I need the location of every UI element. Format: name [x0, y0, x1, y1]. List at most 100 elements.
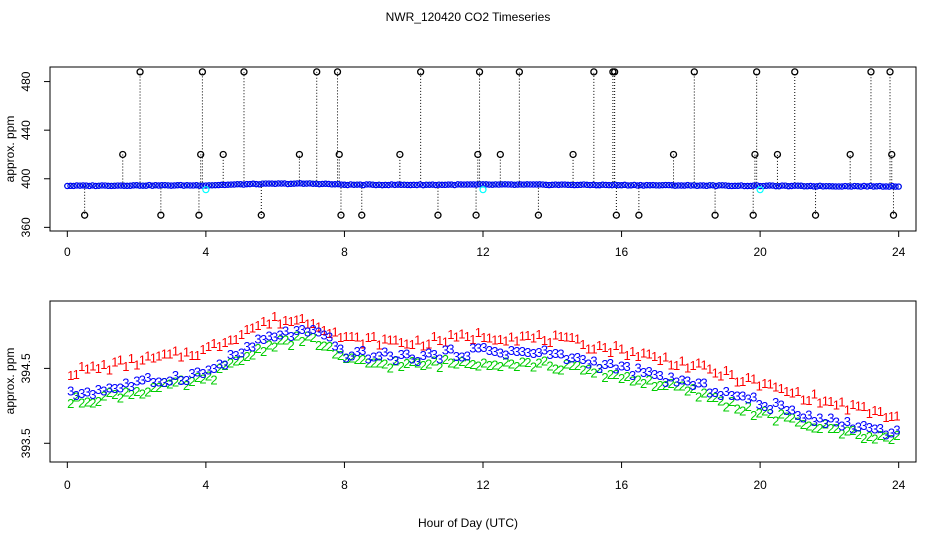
bottom-series-3-point: 3: [701, 376, 708, 391]
top-panel-frame: [49, 66, 917, 232]
top-x-tick-label: 8: [341, 245, 348, 259]
top-baseline-point: [778, 182, 786, 189]
top-baseline-point: [564, 181, 572, 189]
top-baseline-point: [73, 182, 80, 189]
bottom-series-1-point: 1: [381, 331, 388, 346]
bottom-series-1-point: 1: [871, 403, 878, 418]
bottom-series-3-point: 3: [541, 343, 548, 358]
top-baseline-point: [813, 183, 821, 190]
bottom-series-3-point: 3: [596, 361, 603, 376]
top-baseline-point: [804, 183, 811, 190]
bottom-series-2-point: 2: [871, 431, 878, 446]
bottom-series-2-point: 2: [827, 421, 834, 436]
bottom-series-1-point: 1: [579, 337, 586, 352]
bottom-x-tick-label: 0: [64, 478, 71, 492]
top-baseline-point: [92, 182, 99, 190]
bottom-series-1-point: 1: [221, 335, 228, 350]
bottom-series-2-point: 2: [276, 333, 283, 348]
top-spike-point: [474, 150, 482, 159]
top-baseline-point: [511, 181, 518, 188]
top-baseline-point: [643, 181, 650, 189]
top-baseline-point: [152, 181, 159, 189]
top-cyan-point: [479, 186, 487, 194]
bottom-series-2-point: 2: [387, 361, 394, 376]
top-baseline-point: [640, 182, 647, 189]
bottom-series-3-point: 3: [425, 346, 432, 361]
top-baseline-point: [372, 181, 380, 189]
top-baseline-point: [873, 183, 880, 190]
bottom-series-1-point: 1: [282, 313, 289, 328]
top-baseline-point: [442, 181, 449, 189]
top-baseline-point: [492, 181, 499, 188]
bottom-series-2-point: 2: [590, 365, 597, 380]
bottom-series-2-point: 2: [106, 385, 113, 400]
bottom-series-1-point: 1: [574, 332, 581, 347]
bottom-series-3-point: 3: [656, 368, 663, 383]
bottom-series-3-point: 3: [844, 414, 851, 429]
top-baseline-point: [316, 180, 323, 188]
top-baseline-point: [190, 182, 197, 189]
bottom-series-1-point: 1: [409, 337, 416, 352]
top-baseline-point: [410, 181, 417, 189]
bottom-series-3-point: 3: [293, 323, 300, 338]
top-x-tick-label: 16: [615, 245, 629, 259]
bottom-series-2-point: 2: [469, 357, 476, 372]
top-spike-point: [888, 150, 896, 159]
bottom-series-2-point: 2: [745, 399, 752, 414]
top-baseline-point: [501, 181, 509, 188]
top-baseline-point: [775, 183, 783, 190]
bottom-series-1-point: 1: [403, 337, 410, 352]
bottom-series-3-point: 3: [365, 351, 372, 366]
bottom-series-3-point: 3: [761, 399, 768, 414]
bottom-series-2-point: 2: [139, 386, 146, 401]
bottom-series-1-point: 1: [78, 359, 85, 374]
bottom-series-2-point: 2: [177, 372, 184, 387]
bottom-series-2-point: 2: [816, 421, 823, 436]
top-baseline-point: [895, 183, 902, 190]
top-baseline-point: [401, 181, 408, 188]
bottom-series-3-point: 3: [750, 389, 757, 404]
bottom-series-2-point: 2: [100, 388, 107, 403]
top-baseline-point: [183, 182, 191, 189]
bottom-series-3-point: 3: [634, 360, 641, 375]
bottom-series-1-point: 1: [684, 360, 691, 375]
top-spike-point: [811, 211, 820, 219]
bottom-series-2-point: 2: [739, 403, 746, 418]
bottom-series-2-point: 2: [310, 330, 317, 345]
top-baseline-point: [649, 181, 657, 189]
bottom-series-3-point: 3: [767, 402, 774, 417]
bottom-series-2-point: 2: [210, 372, 217, 387]
bottom-series-1-point: 1: [354, 330, 361, 345]
bottom-series-1-point: 1: [337, 330, 344, 345]
top-baseline-point: [801, 183, 808, 190]
bottom-series-3-point: 3: [78, 386, 85, 401]
bottom-series-3-point: 3: [144, 370, 151, 385]
bottom-series-2-point: 2: [690, 381, 697, 396]
bottom-series-3-point: 3: [238, 346, 245, 361]
top-baseline-point: [715, 182, 723, 189]
bottom-series-3-point: 3: [95, 382, 102, 397]
top-baseline-point: [646, 182, 654, 189]
bottom-series-1-point: 1: [265, 317, 272, 332]
top-baseline-point: [772, 182, 780, 190]
bottom-x-tick-label: 4: [203, 478, 210, 492]
top-baseline-point: [111, 182, 118, 189]
top-baseline-point: [590, 181, 597, 189]
bottom-series-1-point: 1: [508, 329, 515, 344]
bottom-series-2-point: 2: [365, 355, 372, 370]
bottom-series-2-point: 2: [376, 355, 383, 370]
top-baseline-point: [495, 181, 502, 188]
top-spike-point: [612, 211, 621, 219]
bottom-series-2-point: 2: [254, 341, 261, 356]
bottom-x-tick-label: 12: [476, 478, 490, 492]
bottom-series-1-point: 1: [546, 335, 553, 350]
top-baseline-point: [863, 183, 871, 190]
bottom-series-2-point: 2: [304, 328, 311, 343]
bottom-series-3-point: 3: [117, 381, 124, 396]
top-baseline-point: [722, 182, 729, 189]
top-baseline-point: [486, 181, 493, 188]
bottom-series-points: 1111111111111111111111111111111111111111…: [67, 309, 900, 447]
bottom-series-2-point: 2: [706, 390, 713, 405]
top-baseline-point: [294, 180, 301, 187]
bottom-series-1-point: 1: [734, 374, 741, 389]
